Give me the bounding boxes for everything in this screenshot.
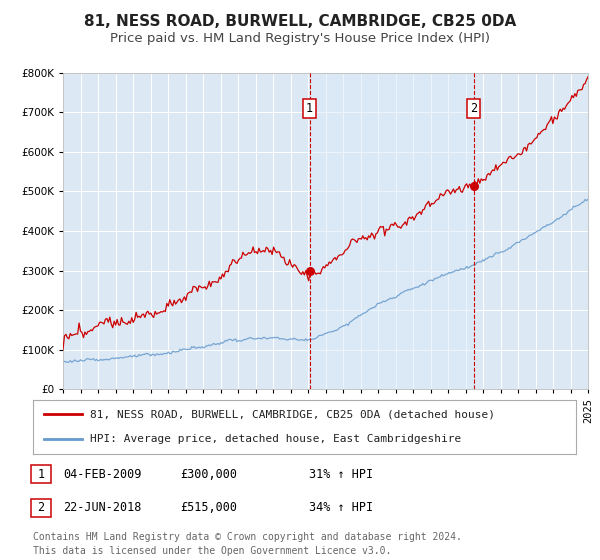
Text: 2: 2 <box>470 102 477 115</box>
Text: 22-JUN-2018: 22-JUN-2018 <box>63 501 142 515</box>
Text: 1: 1 <box>38 468 44 481</box>
Text: 31% ↑ HPI: 31% ↑ HPI <box>309 468 373 481</box>
Text: £515,000: £515,000 <box>180 501 237 515</box>
Text: 04-FEB-2009: 04-FEB-2009 <box>63 468 142 481</box>
Bar <box>310 73 474 389</box>
Text: 34% ↑ HPI: 34% ↑ HPI <box>309 501 373 515</box>
Text: Price paid vs. HM Land Registry's House Price Index (HPI): Price paid vs. HM Land Registry's House … <box>110 32 490 45</box>
Text: HPI: Average price, detached house, East Cambridgeshire: HPI: Average price, detached house, East… <box>90 434 461 444</box>
Text: 1: 1 <box>306 102 313 115</box>
Text: 81, NESS ROAD, BURWELL, CAMBRIDGE, CB25 0DA (detached house): 81, NESS ROAD, BURWELL, CAMBRIDGE, CB25 … <box>90 409 495 419</box>
Text: £300,000: £300,000 <box>180 468 237 481</box>
Text: 2: 2 <box>38 501 44 515</box>
Text: Contains HM Land Registry data © Crown copyright and database right 2024.
This d: Contains HM Land Registry data © Crown c… <box>33 533 462 556</box>
Text: 81, NESS ROAD, BURWELL, CAMBRIDGE, CB25 0DA: 81, NESS ROAD, BURWELL, CAMBRIDGE, CB25 … <box>84 14 516 29</box>
